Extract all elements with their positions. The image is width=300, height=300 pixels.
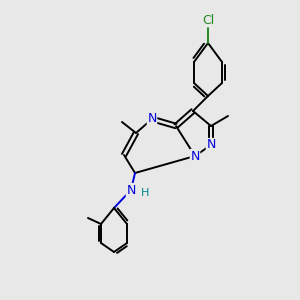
Text: N: N: [190, 149, 200, 163]
Text: N: N: [147, 112, 157, 125]
Text: N: N: [126, 184, 136, 196]
Text: H: H: [141, 188, 149, 198]
Text: N: N: [206, 139, 216, 152]
Text: Cl: Cl: [202, 14, 214, 26]
